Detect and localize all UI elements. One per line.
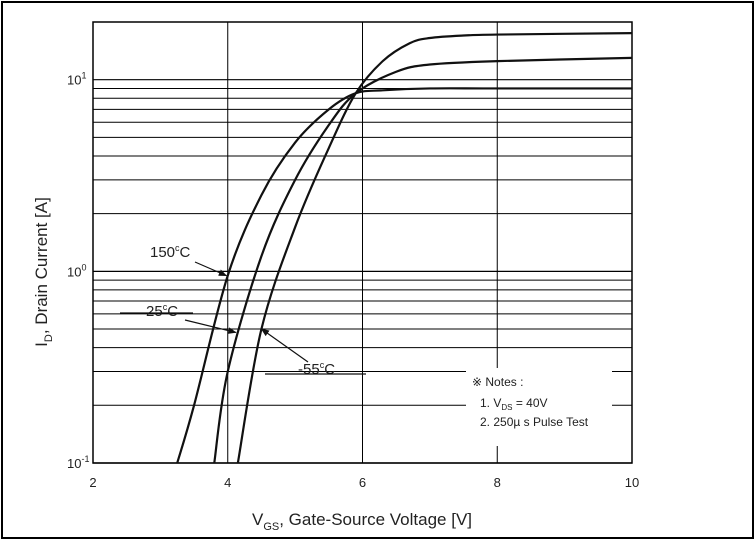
curve-25c (213, 56, 633, 464)
y-tick-labels: 10-1 100 101 (67, 71, 89, 471)
note-1: 1. VDS = 40V (480, 396, 548, 412)
arrow-minus55c (260, 328, 309, 363)
x-tick-label: 2 (89, 475, 96, 490)
x-tick-label: 10 (625, 475, 639, 490)
curve-150c (176, 87, 632, 464)
x-tick-label: 4 (224, 475, 231, 490)
label-150c: 150cC (150, 243, 191, 261)
note-2: 2. 250µ s Pulse Test (480, 415, 589, 429)
notes-background (466, 368, 612, 446)
arrow-25c (184, 319, 237, 334)
y-axis-title: ID, Drain Current [A] (32, 197, 55, 347)
arrow-150c (194, 261, 228, 277)
curve-minus55c (236, 32, 633, 464)
x-tick-label: 8 (494, 475, 501, 490)
y-tick-label: 100 (67, 262, 86, 279)
x-tick-labels: 2 4 6 8 10 (89, 475, 639, 490)
label-25c: 25cC (146, 302, 178, 320)
x-tick-label: 6 (359, 475, 366, 490)
y-tick-label: 101 (67, 71, 86, 88)
notes-title: ※ Notes : (472, 375, 523, 389)
notes-box: ※ Notes : 1. VDS = 40V 2. 250µ s Pulse T… (466, 368, 612, 446)
label-minus55c: -55cC (298, 360, 335, 378)
plot-area (92, 21, 633, 464)
annotations: 150cC 25cC -55cC (120, 243, 366, 378)
curves (176, 32, 633, 464)
x-axis-title: VGS, Gate-Source Voltage [V] (252, 510, 472, 533)
y-tick-label: 10-1 (67, 454, 89, 471)
